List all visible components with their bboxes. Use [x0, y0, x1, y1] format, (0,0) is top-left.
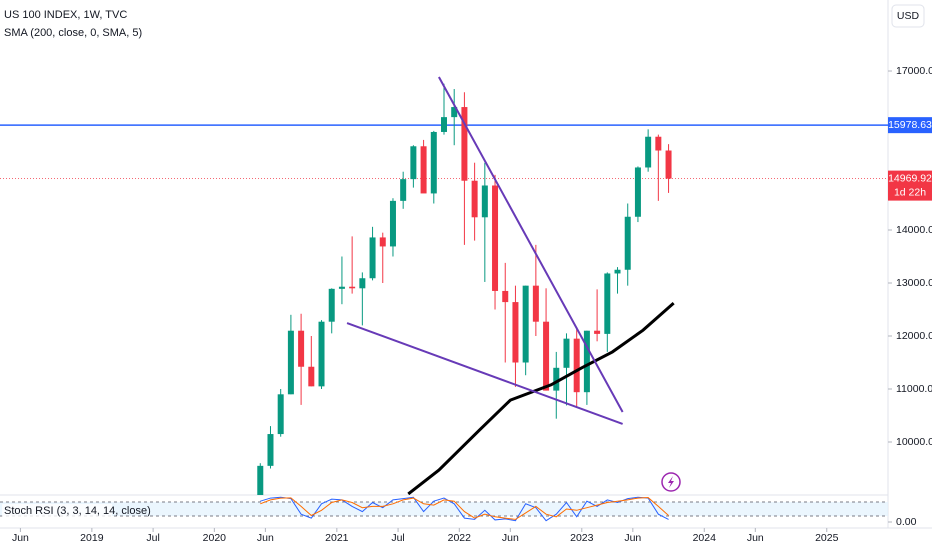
x-tick-label: 2019: [80, 532, 104, 544]
lightning-icon[interactable]: [661, 472, 681, 492]
candle-body: [369, 237, 376, 279]
currency[interactable]: USD: [897, 10, 920, 22]
x-tick-label: 2021: [325, 532, 349, 544]
candle-body: [328, 288, 335, 322]
candle-body: [277, 394, 284, 435]
countdown: 1d 22h: [894, 186, 926, 198]
x-tick-label: 2024: [693, 532, 717, 544]
candle-body: [502, 290, 509, 303]
candle-body: [471, 180, 478, 218]
candle-body: [624, 216, 631, 270]
candle-body: [604, 273, 611, 334]
candle-body: [379, 237, 386, 247]
y-tick-label: 13000.00: [896, 277, 932, 289]
candle-body: [563, 338, 570, 368]
chart-title: US 100 INDEX, 1W, TVC: [4, 9, 127, 21]
price-label: 15978.63: [888, 119, 932, 131]
candle-body: [634, 167, 641, 217]
candle-body: [543, 321, 550, 391]
candle-body: [451, 107, 458, 118]
candle-body: [287, 330, 294, 395]
candle-body: [349, 286, 356, 289]
candle-body: [573, 338, 580, 393]
stoch-band: [0, 502, 888, 516]
y-tick-label: 10000.00: [896, 436, 932, 448]
candle-body: [492, 185, 499, 291]
x-tick-label: 2025: [815, 532, 839, 544]
candle-body: [430, 131, 437, 194]
stoch-tick-label: 0.00: [896, 516, 917, 528]
x-tick-label: 2023: [570, 532, 594, 544]
candle-body: [318, 321, 325, 387]
candle-body: [410, 146, 417, 180]
plot: [0, 76, 888, 495]
candle-body: [522, 285, 529, 363]
x-tick-label: Jun: [747, 532, 764, 544]
candle-body: [481, 185, 488, 218]
price-label-bg: [888, 170, 932, 201]
candle-body: [308, 366, 315, 387]
candle-body: [532, 285, 539, 322]
y-tick-label: 12000.00: [896, 330, 932, 342]
candle-body: [583, 330, 590, 393]
candle-body: [461, 107, 468, 181]
y-tick-label: 17000.00: [896, 65, 932, 77]
candle-body: [665, 150, 672, 179]
x-tick-label: Jun: [12, 532, 29, 544]
candle-body: [257, 465, 264, 495]
x-tick-label: Jun: [502, 532, 519, 544]
y-tick-label: 11000.00: [896, 383, 932, 395]
stoch-d: [260, 497, 669, 520]
price-label: 14969.92: [888, 172, 932, 184]
x-tick-label: Jul: [146, 532, 159, 544]
candle-body: [389, 200, 396, 247]
candle-body: [359, 278, 366, 289]
stoch-legend-bg: [2, 504, 112, 518]
candle-body: [553, 367, 560, 391]
candle-body: [298, 330, 305, 367]
trendline: [346, 322, 623, 425]
candle-body: [655, 136, 662, 151]
trendline: [438, 76, 624, 413]
x-tick-label: 2022: [448, 532, 472, 544]
candle-body: [400, 179, 407, 201]
x-tick-label: Jun: [624, 532, 641, 544]
candle-body: [614, 269, 621, 274]
price-label-bg: [888, 117, 932, 134]
candle-body: [267, 434, 274, 466]
candle-body: [594, 330, 601, 334]
candle-body: [645, 136, 652, 168]
sma-legend: SMA (200, close, 0, SMA, 5): [4, 27, 142, 39]
candle-body: [338, 286, 345, 289]
candle-body: [420, 146, 427, 194]
candle-body: [441, 117, 447, 132]
x-tick-label: Jul: [391, 532, 404, 544]
currency-button[interactable]: [891, 4, 925, 28]
stoch-legend: Stoch RSI (3, 3, 14, 14, close): [4, 505, 151, 517]
candle-body: [512, 302, 519, 363]
x-tick-label: Jun: [257, 532, 274, 544]
y-tick-label: 14000.00: [896, 224, 932, 236]
sma-line: [407, 302, 675, 495]
x-tick-label: 2020: [203, 532, 227, 544]
